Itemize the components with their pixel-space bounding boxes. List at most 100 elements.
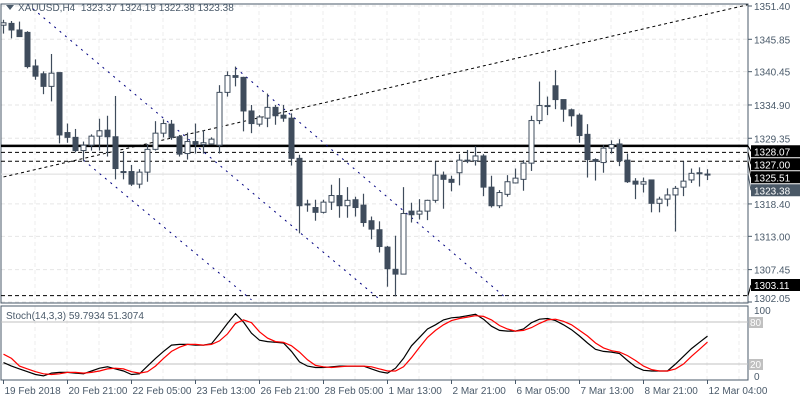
candle[interactable] xyxy=(688,168,695,183)
candle[interactable] xyxy=(216,85,223,154)
candle[interactable] xyxy=(464,149,471,164)
candle[interactable] xyxy=(504,175,511,197)
candle[interactable] xyxy=(112,95,119,180)
candle[interactable] xyxy=(384,245,391,287)
candle[interactable] xyxy=(640,177,647,193)
candle[interactable] xyxy=(664,188,671,207)
candle[interactable] xyxy=(408,202,415,223)
candle[interactable] xyxy=(616,139,623,167)
candle[interactable] xyxy=(168,119,175,140)
candle[interactable] xyxy=(432,161,439,203)
candle[interactable] xyxy=(296,154,303,234)
candle[interactable] xyxy=(200,130,207,154)
candle[interactable] xyxy=(56,72,63,144)
candle[interactable] xyxy=(704,169,711,181)
candle[interactable] xyxy=(672,185,679,232)
candle[interactable] xyxy=(104,115,111,157)
candle[interactable] xyxy=(352,196,359,217)
candle[interactable] xyxy=(392,235,399,297)
dropdown-triangle-icon[interactable] xyxy=(6,5,14,10)
candle[interactable] xyxy=(144,143,151,182)
candle[interactable] xyxy=(592,158,599,181)
candle[interactable] xyxy=(528,115,535,171)
candle[interactable] xyxy=(176,134,183,157)
candle[interactable] xyxy=(552,70,559,110)
candle[interactable] xyxy=(632,178,639,200)
candle[interactable] xyxy=(600,145,607,173)
candle[interactable] xyxy=(480,154,487,197)
candle[interactable] xyxy=(472,146,479,166)
candle[interactable] xyxy=(608,140,615,154)
candle[interactable] xyxy=(336,178,343,218)
candle[interactable] xyxy=(328,184,335,210)
candle[interactable] xyxy=(72,128,79,153)
candle[interactable] xyxy=(448,175,455,192)
candle[interactable] xyxy=(40,71,47,95)
channel-middle[interactable] xyxy=(235,67,508,300)
candle-body-bear xyxy=(480,155,487,188)
candle[interactable] xyxy=(136,169,143,189)
candle[interactable] xyxy=(16,21,23,38)
candle-body-bull xyxy=(680,180,687,188)
candle[interactable] xyxy=(512,168,519,184)
candle[interactable] xyxy=(192,123,199,154)
rising-trendline[interactable] xyxy=(3,4,748,178)
candle[interactable] xyxy=(280,104,287,122)
candle[interactable] xyxy=(624,153,631,183)
candle[interactable] xyxy=(48,53,55,102)
candle[interactable] xyxy=(208,137,215,145)
candle[interactable] xyxy=(576,113,583,143)
candle[interactable] xyxy=(32,59,39,80)
candle[interactable] xyxy=(120,151,127,180)
candle[interactable] xyxy=(312,199,319,221)
candle[interactable] xyxy=(584,124,591,178)
candle[interactable] xyxy=(456,154,463,186)
candle[interactable] xyxy=(656,196,663,213)
candle[interactable] xyxy=(544,96,551,116)
candle[interactable] xyxy=(424,199,431,221)
candle[interactable] xyxy=(184,132,191,160)
candle[interactable] xyxy=(288,113,295,166)
candle[interactable] xyxy=(128,164,135,186)
candle[interactable] xyxy=(488,175,495,208)
candle[interactable] xyxy=(368,216,375,240)
candle[interactable] xyxy=(440,171,447,209)
candle[interactable] xyxy=(64,123,71,143)
candle[interactable] xyxy=(344,187,351,218)
candle[interactable] xyxy=(696,167,703,187)
candle[interactable] xyxy=(320,199,327,214)
candle-body-bull xyxy=(96,130,103,137)
candle[interactable] xyxy=(240,76,247,132)
candle[interactable] xyxy=(24,31,31,69)
candle[interactable] xyxy=(560,99,567,122)
candle[interactable] xyxy=(360,193,367,227)
candle[interactable] xyxy=(304,199,311,212)
candle[interactable] xyxy=(0,19,7,34)
candle[interactable] xyxy=(160,119,167,138)
candle[interactable] xyxy=(152,121,159,151)
candle[interactable] xyxy=(520,160,527,191)
candle[interactable] xyxy=(264,93,271,128)
candle[interactable] xyxy=(248,104,255,134)
candle[interactable] xyxy=(568,108,575,127)
candle[interactable] xyxy=(80,141,87,162)
candle[interactable] xyxy=(88,134,95,151)
candle[interactable] xyxy=(232,66,239,87)
candle-body-bear xyxy=(576,114,583,137)
candle[interactable] xyxy=(536,81,543,125)
candle[interactable] xyxy=(416,199,423,220)
candle[interactable] xyxy=(272,104,279,125)
candle[interactable] xyxy=(256,115,263,127)
candle[interactable] xyxy=(224,71,231,97)
candle[interactable] xyxy=(680,161,687,197)
time-tick-label: 6 Mar 05:00 xyxy=(517,386,571,397)
candle[interactable] xyxy=(8,20,15,39)
channel-lower[interactable] xyxy=(83,159,252,301)
candle[interactable] xyxy=(376,221,383,253)
candle[interactable] xyxy=(648,179,655,213)
candle-body-bear xyxy=(16,29,23,38)
candle[interactable] xyxy=(96,118,103,151)
candle[interactable] xyxy=(400,187,407,275)
candle[interactable] xyxy=(496,190,503,209)
